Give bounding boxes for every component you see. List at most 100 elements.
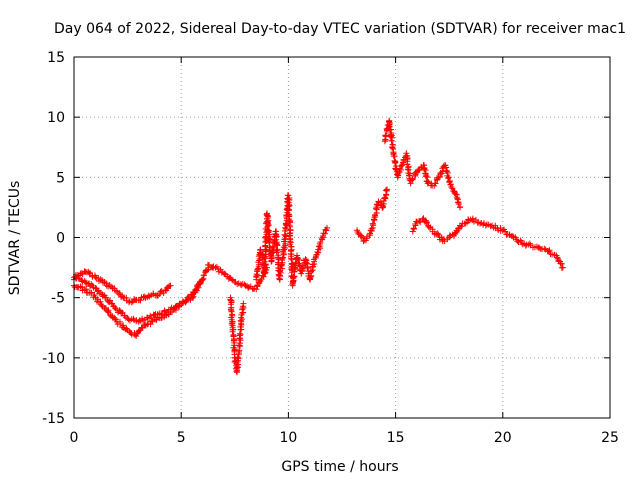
data-point-interp bbox=[286, 202, 293, 209]
data-point-interp bbox=[234, 354, 241, 361]
data-point-interp bbox=[157, 288, 164, 295]
data-point-interp bbox=[395, 170, 402, 177]
data-point-interp bbox=[555, 257, 562, 264]
data-point-interp bbox=[91, 292, 98, 299]
data-point-interp bbox=[197, 280, 204, 287]
series-peak-14-5-18-h bbox=[381, 117, 464, 211]
data-point bbox=[559, 264, 566, 271]
data-point bbox=[384, 186, 391, 193]
data-point-interp bbox=[94, 296, 101, 303]
data-point bbox=[135, 318, 142, 325]
series-isolated-13-14-5-h bbox=[354, 186, 391, 245]
data-point-interp bbox=[221, 270, 228, 277]
data-point-interp bbox=[286, 223, 293, 230]
data-point-interp bbox=[200, 272, 207, 279]
data-point-interp bbox=[123, 294, 130, 301]
data-point-interp bbox=[536, 244, 543, 251]
data-point-interp bbox=[382, 195, 389, 202]
data-point-interp bbox=[304, 264, 311, 271]
data-point bbox=[448, 183, 455, 190]
data-point-interp bbox=[445, 174, 452, 181]
data-point bbox=[92, 285, 99, 292]
y-tick-label: 0 bbox=[56, 231, 65, 247]
data-point-interp bbox=[386, 123, 393, 130]
data-point-interp bbox=[160, 290, 167, 297]
data-point-interp bbox=[369, 220, 376, 227]
data-point bbox=[103, 294, 110, 301]
data-point-interp bbox=[261, 265, 268, 272]
data-point-interp bbox=[83, 286, 90, 293]
data-point-interp bbox=[300, 262, 307, 269]
data-point-interp bbox=[377, 199, 384, 206]
data-point-interp bbox=[229, 328, 236, 335]
data-point-interp bbox=[290, 274, 297, 281]
data-point-interp bbox=[299, 265, 306, 272]
data-point-interp bbox=[482, 222, 489, 229]
data-point-interp bbox=[116, 307, 123, 314]
data-point-interp bbox=[204, 267, 211, 274]
series-scattered-8-5-12-h bbox=[253, 192, 330, 289]
y-tick-label: 5 bbox=[56, 170, 65, 186]
data-point-interp bbox=[74, 272, 81, 279]
data-point-interp bbox=[295, 260, 302, 267]
data-point-interp bbox=[453, 228, 460, 235]
series-upper-track bbox=[71, 268, 174, 306]
data-point-interp bbox=[423, 219, 430, 226]
data-point-interp bbox=[86, 270, 93, 277]
data-point-interp bbox=[233, 368, 240, 375]
data-point-interp bbox=[432, 180, 439, 187]
x-axis-label: GPS time / hours bbox=[281, 459, 398, 475]
data-point-interp bbox=[397, 163, 404, 170]
grid-lines bbox=[74, 57, 610, 418]
data-point-interp bbox=[88, 290, 95, 297]
data-point bbox=[240, 300, 247, 307]
data-point-interp bbox=[429, 226, 436, 233]
data-point-interp bbox=[104, 308, 111, 315]
data-point-interp bbox=[356, 231, 363, 238]
y-tick-label: 15 bbox=[47, 50, 65, 66]
series-lower-track bbox=[71, 276, 206, 340]
data-point bbox=[92, 274, 99, 281]
data-point-interp bbox=[308, 267, 315, 274]
data-point-interp bbox=[128, 299, 135, 306]
data-point-interp bbox=[128, 331, 135, 338]
data-point bbox=[253, 286, 260, 293]
chart-title: Day 064 of 2022, Sidereal Day-to-day VTE… bbox=[54, 21, 626, 37]
data-point bbox=[403, 150, 410, 157]
data-point-interp bbox=[103, 282, 110, 289]
data-point-interp bbox=[269, 243, 276, 250]
y-tick-label: 10 bbox=[47, 110, 65, 126]
data-point-interp bbox=[383, 132, 390, 139]
data-point-interp bbox=[315, 243, 322, 250]
data-point-interp bbox=[541, 245, 548, 252]
x-tick-label: 0 bbox=[70, 430, 79, 446]
data-point-interp bbox=[276, 273, 283, 280]
y-tick-label: -15 bbox=[42, 411, 65, 427]
data-point-interp bbox=[263, 246, 270, 253]
x-tick-label: 20 bbox=[494, 430, 512, 446]
data-point-interp bbox=[292, 262, 299, 269]
series-middle-track bbox=[71, 261, 270, 325]
data-point-interp bbox=[469, 215, 476, 222]
data-point-interp bbox=[514, 238, 521, 245]
data-point-interp bbox=[185, 295, 192, 302]
data-point-interp bbox=[253, 271, 260, 278]
data-point-interp bbox=[421, 166, 428, 173]
data-point-interp bbox=[410, 225, 417, 232]
x-tick-label: 10 bbox=[279, 430, 297, 446]
data-point-interp bbox=[78, 277, 85, 284]
data-point-interp bbox=[392, 160, 399, 167]
data-point-interp bbox=[382, 187, 389, 194]
data-point-interp bbox=[425, 179, 432, 186]
y-axis-label: SDTVAR / TECUs bbox=[7, 181, 23, 296]
data-point bbox=[302, 256, 309, 263]
data-point-interp bbox=[117, 320, 124, 327]
data-point-interp bbox=[449, 231, 456, 238]
y-tick-label: -5 bbox=[51, 291, 65, 307]
data-point-interp bbox=[161, 307, 168, 314]
data-point-interp bbox=[368, 225, 375, 232]
data-point-interp bbox=[434, 175, 441, 182]
data-point-interp bbox=[455, 200, 462, 207]
data-point-interp bbox=[239, 316, 246, 323]
data-point-interp bbox=[273, 249, 280, 256]
